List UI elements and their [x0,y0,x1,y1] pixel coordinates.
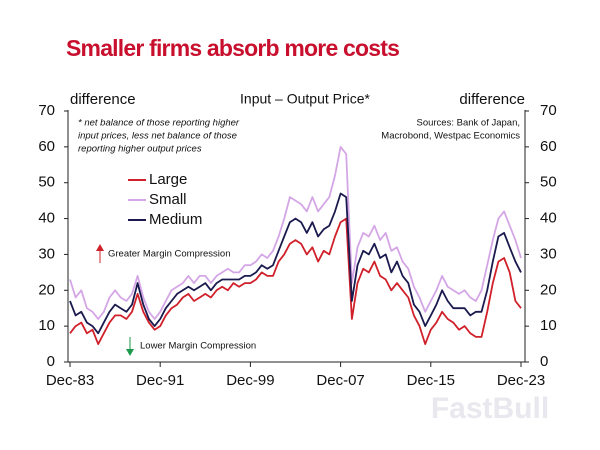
source-line: Macrobond, Westpac Economics [381,131,520,142]
legend-label: Large [149,171,187,188]
series-line [69,192,522,335]
x-tick-label: Dec-07 [316,372,364,389]
y-tick-label: 20 [38,281,55,298]
series-line [69,146,522,320]
y-tick-label: 50 [38,174,55,191]
y2-tick-label: 30 [540,245,557,262]
legend-label: Medium [149,211,202,228]
source-line: Sources: Bank of Japan, [416,118,520,129]
chart-subtitle: Input – Output Price* [240,91,371,107]
annotation: Greater Margin Compression [108,249,231,260]
y-tick-label: 30 [38,245,55,262]
y-tick-label: 10 [38,317,55,334]
y2-tick-label: 40 [540,210,557,227]
y-tick-label: 70 [38,102,55,119]
arrow-head [96,244,104,251]
arrow-head [126,349,134,356]
legend-label: Small [149,191,187,208]
y-tick-label: 0 [47,353,55,370]
y2-tick-label: 60 [540,138,557,155]
x-tick-label: Dec-23 [497,372,545,389]
y2-tick-label: 20 [540,281,557,298]
series-line [69,217,522,345]
x-tick-label: Dec-91 [136,372,184,389]
y2-tick-label: 0 [540,353,548,370]
watermark: FastBull [431,392,549,425]
note-line: * net balance of those reporting higher [78,118,240,129]
chart-title: Smaller firms absorb more costs [66,35,399,61]
x-tick-label: Dec-83 [46,372,94,389]
y2-axis-label: difference [459,91,525,108]
x-tick-label: Dec-15 [407,372,455,389]
x-tick-label: Dec-99 [226,372,274,389]
annotation: Lower Margin Compression [140,341,256,352]
y2-tick-label: 70 [540,102,557,119]
y-tick-label: 40 [38,210,55,227]
note-line: input prices, less net balance of those [78,131,237,142]
y-tick-label: 60 [38,138,55,155]
note-line: reporting higher output prices [78,144,202,155]
y-axis-label: difference [70,91,136,108]
y2-tick-label: 10 [540,317,557,334]
y2-tick-label: 50 [540,174,557,191]
